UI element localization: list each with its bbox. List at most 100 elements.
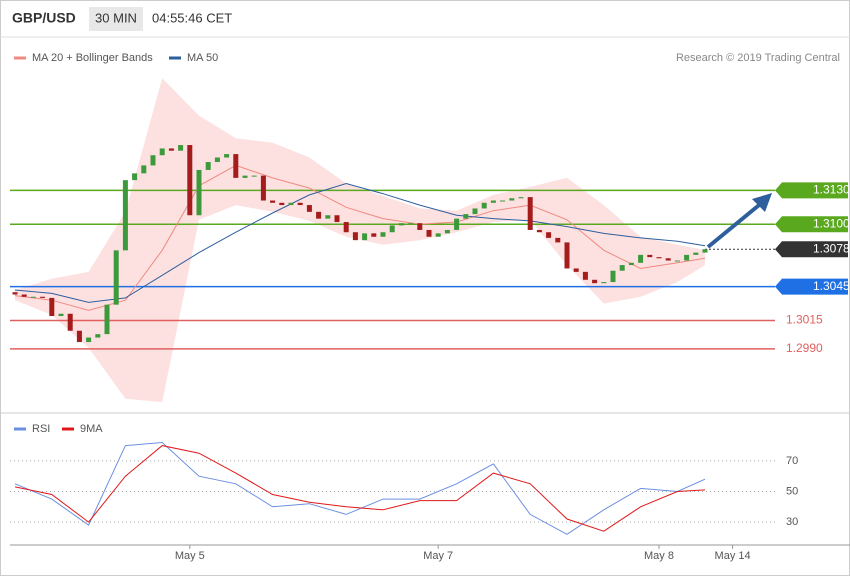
candle bbox=[674, 260, 680, 262]
candle bbox=[371, 233, 377, 237]
candle bbox=[306, 205, 312, 212]
candle bbox=[21, 294, 27, 297]
candle bbox=[564, 242, 570, 269]
candle bbox=[693, 252, 699, 255]
candle bbox=[647, 254, 653, 258]
candle bbox=[49, 297, 55, 317]
interval: 30 MIN bbox=[95, 10, 137, 25]
candle bbox=[132, 173, 138, 181]
candle bbox=[242, 175, 248, 178]
candle bbox=[352, 232, 358, 241]
level-box bbox=[775, 182, 848, 199]
candle bbox=[417, 223, 423, 230]
candle bbox=[628, 262, 634, 266]
legend-label: RSI bbox=[32, 423, 50, 435]
candle bbox=[224, 154, 230, 158]
candle bbox=[30, 296, 36, 298]
candle bbox=[380, 232, 386, 237]
level-label: 1.3015 bbox=[786, 313, 823, 327]
candle bbox=[168, 148, 174, 151]
candle bbox=[260, 175, 266, 201]
candle bbox=[573, 268, 579, 272]
candle bbox=[536, 229, 542, 233]
candle bbox=[205, 162, 211, 170]
time: 04:55:46 CET bbox=[152, 10, 232, 25]
forecast-arrowhead bbox=[752, 193, 772, 212]
candle bbox=[288, 202, 294, 206]
candle bbox=[490, 200, 496, 203]
candle bbox=[159, 148, 165, 156]
candle bbox=[601, 282, 607, 284]
level-box bbox=[775, 278, 848, 295]
candle bbox=[665, 258, 671, 261]
level-box bbox=[775, 241, 848, 258]
candle bbox=[141, 165, 147, 174]
x-tick-label: May 5 bbox=[175, 550, 205, 562]
moving-average bbox=[14, 182, 706, 303]
candle bbox=[435, 233, 441, 237]
candle bbox=[472, 208, 478, 215]
indicator-line bbox=[14, 441, 706, 535]
rsi-panel: May 5 May 7 May 8 May 14 70 50 30 RSI 9MA bbox=[10, 423, 798, 562]
candle bbox=[610, 270, 616, 283]
candle bbox=[702, 249, 708, 253]
candle bbox=[178, 145, 184, 151]
candle bbox=[95, 334, 101, 338]
interval-box bbox=[89, 7, 143, 31]
candle bbox=[113, 250, 119, 305]
candle bbox=[297, 202, 303, 206]
candle bbox=[362, 233, 368, 241]
candle bbox=[150, 155, 156, 166]
labels: 1.3130 1.3100 1.3078 1.3045 1.3015 1.2990 bbox=[775, 182, 850, 355]
candle bbox=[408, 223, 414, 225]
forecast-arrow bbox=[706, 199, 766, 249]
price-panel: MA 20 + Bollinger Bands MA 50 bbox=[10, 52, 775, 403]
level-label: 1.2990 bbox=[786, 341, 823, 355]
candle bbox=[638, 254, 644, 263]
y-tick-label: 70 bbox=[786, 455, 798, 467]
candle bbox=[334, 215, 340, 223]
moving-average bbox=[14, 164, 706, 311]
candle bbox=[187, 145, 193, 216]
y-tick-label: 30 bbox=[786, 516, 798, 528]
candle bbox=[58, 313, 64, 317]
candle bbox=[343, 222, 349, 233]
candle bbox=[40, 296, 46, 298]
candle bbox=[619, 265, 625, 271]
candle bbox=[233, 154, 239, 178]
candle bbox=[104, 304, 110, 335]
candle bbox=[509, 198, 515, 201]
candle bbox=[656, 257, 662, 259]
candle bbox=[251, 175, 257, 177]
candle bbox=[325, 215, 331, 219]
candle bbox=[76, 330, 82, 343]
candle bbox=[214, 157, 220, 163]
candle bbox=[86, 337, 92, 343]
candle bbox=[279, 202, 285, 206]
candle bbox=[555, 237, 561, 243]
candle bbox=[684, 254, 690, 261]
candle bbox=[481, 202, 487, 209]
y-tick-label: 50 bbox=[786, 485, 798, 497]
candle bbox=[454, 218, 460, 230]
candle bbox=[518, 197, 524, 199]
x-tick-label: May 8 bbox=[644, 550, 674, 562]
indicator-line bbox=[14, 445, 706, 532]
legend-label: MA 50 bbox=[187, 52, 218, 64]
candle bbox=[316, 211, 322, 219]
legend-label: MA 20 + Bollinger Bands bbox=[32, 52, 153, 64]
credit: Research © 2019 Trading Central bbox=[676, 52, 840, 64]
candle bbox=[463, 214, 469, 219]
candle bbox=[389, 225, 395, 233]
candle bbox=[270, 200, 276, 203]
candle bbox=[527, 197, 533, 230]
candle bbox=[426, 229, 432, 237]
candle bbox=[67, 313, 73, 331]
candle bbox=[12, 292, 18, 295]
x-tick-label: May 7 bbox=[423, 550, 453, 562]
candle bbox=[582, 271, 588, 280]
level-label: 1.3130 bbox=[813, 183, 850, 197]
level-label: 1.3078 bbox=[813, 241, 850, 255]
candle bbox=[122, 180, 128, 251]
